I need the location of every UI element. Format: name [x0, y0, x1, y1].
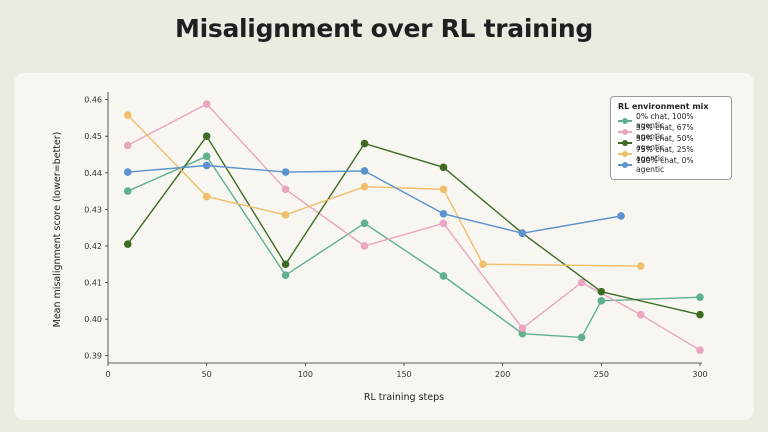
y-tick-label: 0.46 — [84, 96, 102, 105]
series-line — [127, 155, 701, 339]
y-tick-label: 0.45 — [84, 132, 102, 141]
data-point — [439, 209, 448, 218]
data-point — [123, 168, 132, 176]
y-tick-label: 0.43 — [84, 205, 102, 214]
x-tick-label: 100 — [298, 370, 313, 379]
y-axis-label: Mean misalignment score (lower=better) — [52, 132, 63, 328]
series-0 — [123, 152, 704, 342]
y-tick-label: 0.40 — [84, 315, 102, 324]
legend-label: 100% chat, 0% agentic — [636, 155, 694, 174]
data-point — [281, 168, 290, 176]
legend-item: 0% chat, 100% agentic — [618, 112, 724, 130]
data-point — [518, 229, 527, 237]
legend-item: 75% chat, 25% agentic — [618, 145, 724, 163]
data-point — [577, 278, 586, 287]
legend-label: 33% chat, 67% agentic — [636, 122, 694, 141]
legend-swatch — [618, 161, 632, 169]
legend-label: 75% chat, 25% agentic — [636, 144, 694, 163]
legend-item: 50% chat, 50% agentic — [618, 134, 724, 152]
data-point — [281, 211, 290, 219]
x-axis-label: RL training steps — [364, 392, 444, 403]
series-line — [127, 164, 622, 234]
y-tick-label: 0.41 — [84, 279, 102, 288]
data-point — [360, 139, 369, 148]
data-point — [597, 297, 606, 305]
data-point — [202, 161, 211, 170]
x-tick-label: 0 — [105, 370, 110, 379]
legend-swatch — [618, 139, 632, 147]
y-tick-label: 0.42 — [84, 242, 102, 251]
legend-label: 0% chat, 100% agentic — [636, 111, 694, 130]
x-tick-label: 250 — [594, 370, 609, 379]
data-point — [360, 242, 369, 250]
series-3 — [123, 111, 645, 270]
data-point — [439, 219, 448, 228]
data-point — [439, 272, 448, 280]
legend-swatch — [618, 117, 632, 125]
chart-axes: 0 50 100 150 200 250 300 0.39 0.40 0.41 0.42 0.43 0.… — [84, 92, 708, 379]
data-point — [439, 163, 448, 172]
y-tick-label: 0.44 — [84, 169, 102, 178]
series-4 — [123, 161, 625, 237]
data-point — [202, 152, 211, 161]
data-point — [637, 310, 645, 319]
data-point — [637, 262, 645, 270]
data-point — [202, 100, 211, 108]
series-1 — [123, 100, 704, 354]
legend-swatch — [618, 128, 632, 136]
data-point — [696, 310, 704, 319]
legend-item: 33% chat, 67% agentic — [618, 123, 724, 141]
page-title: Misalignment over RL training — [175, 14, 593, 43]
series-line — [127, 135, 701, 316]
data-point — [360, 219, 369, 228]
data-point — [696, 293, 704, 301]
legend-label: 50% chat, 50% agentic — [636, 133, 694, 152]
x-tick-label: 300 — [692, 370, 707, 379]
data-point — [360, 167, 369, 175]
data-point — [617, 212, 625, 220]
legend-swatch — [618, 150, 632, 158]
data-point — [123, 240, 132, 248]
data-point — [123, 141, 132, 150]
data-point — [479, 260, 487, 269]
data-point — [281, 260, 290, 269]
chart-legend: RL environment mix 0% chat, 100% agentic… — [610, 96, 732, 180]
data-point — [518, 329, 527, 338]
data-point — [281, 271, 290, 280]
data-point — [202, 192, 211, 201]
data-point — [577, 333, 586, 342]
x-tick-label: 50 — [202, 370, 212, 379]
data-point — [281, 185, 290, 194]
legend-item: 100% chat, 0% agentic — [618, 156, 724, 174]
data-point — [123, 187, 132, 195]
data-point — [439, 185, 448, 194]
data-point — [360, 182, 369, 191]
data-point — [123, 111, 132, 119]
data-point — [696, 346, 704, 354]
data-point — [518, 324, 527, 333]
x-tick-label: 150 — [396, 370, 411, 379]
y-tick-label: 0.39 — [84, 352, 102, 361]
data-point — [202, 132, 211, 141]
x-tick-label: 200 — [495, 370, 510, 379]
legend-title: RL environment mix — [618, 102, 709, 111]
chart-marks — [123, 100, 704, 354]
data-point — [597, 287, 606, 296]
